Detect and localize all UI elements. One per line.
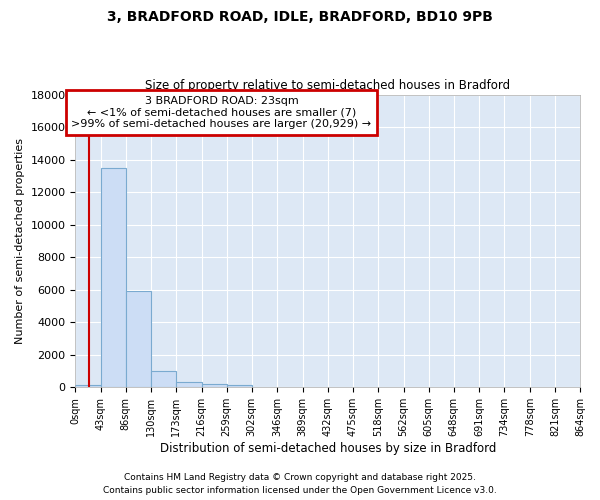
Bar [101,168,125,388]
Y-axis label: Number of semi-detached properties: Number of semi-detached properties [15,138,25,344]
Text: 3, BRADFORD ROAD, IDLE, BRADFORD, BD10 9PB: 3, BRADFORD ROAD, IDLE, BRADFORD, BD10 9… [107,10,493,24]
Bar [151,371,176,388]
Bar [125,292,151,388]
Bar [76,385,101,388]
X-axis label: Distribution of semi-detached houses by size in Bradford: Distribution of semi-detached houses by … [160,442,496,455]
Bar [227,385,252,388]
Bar [202,384,227,388]
Text: Contains HM Land Registry data © Crown copyright and database right 2025.
Contai: Contains HM Land Registry data © Crown c… [103,474,497,495]
Bar [176,382,202,388]
Title: Size of property relative to semi-detached houses in Bradford: Size of property relative to semi-detach… [145,79,510,92]
Text: 3 BRADFORD ROAD: 23sqm
← <1% of semi-detached houses are smaller (7)
>99% of sem: 3 BRADFORD ROAD: 23sqm ← <1% of semi-det… [71,96,371,129]
